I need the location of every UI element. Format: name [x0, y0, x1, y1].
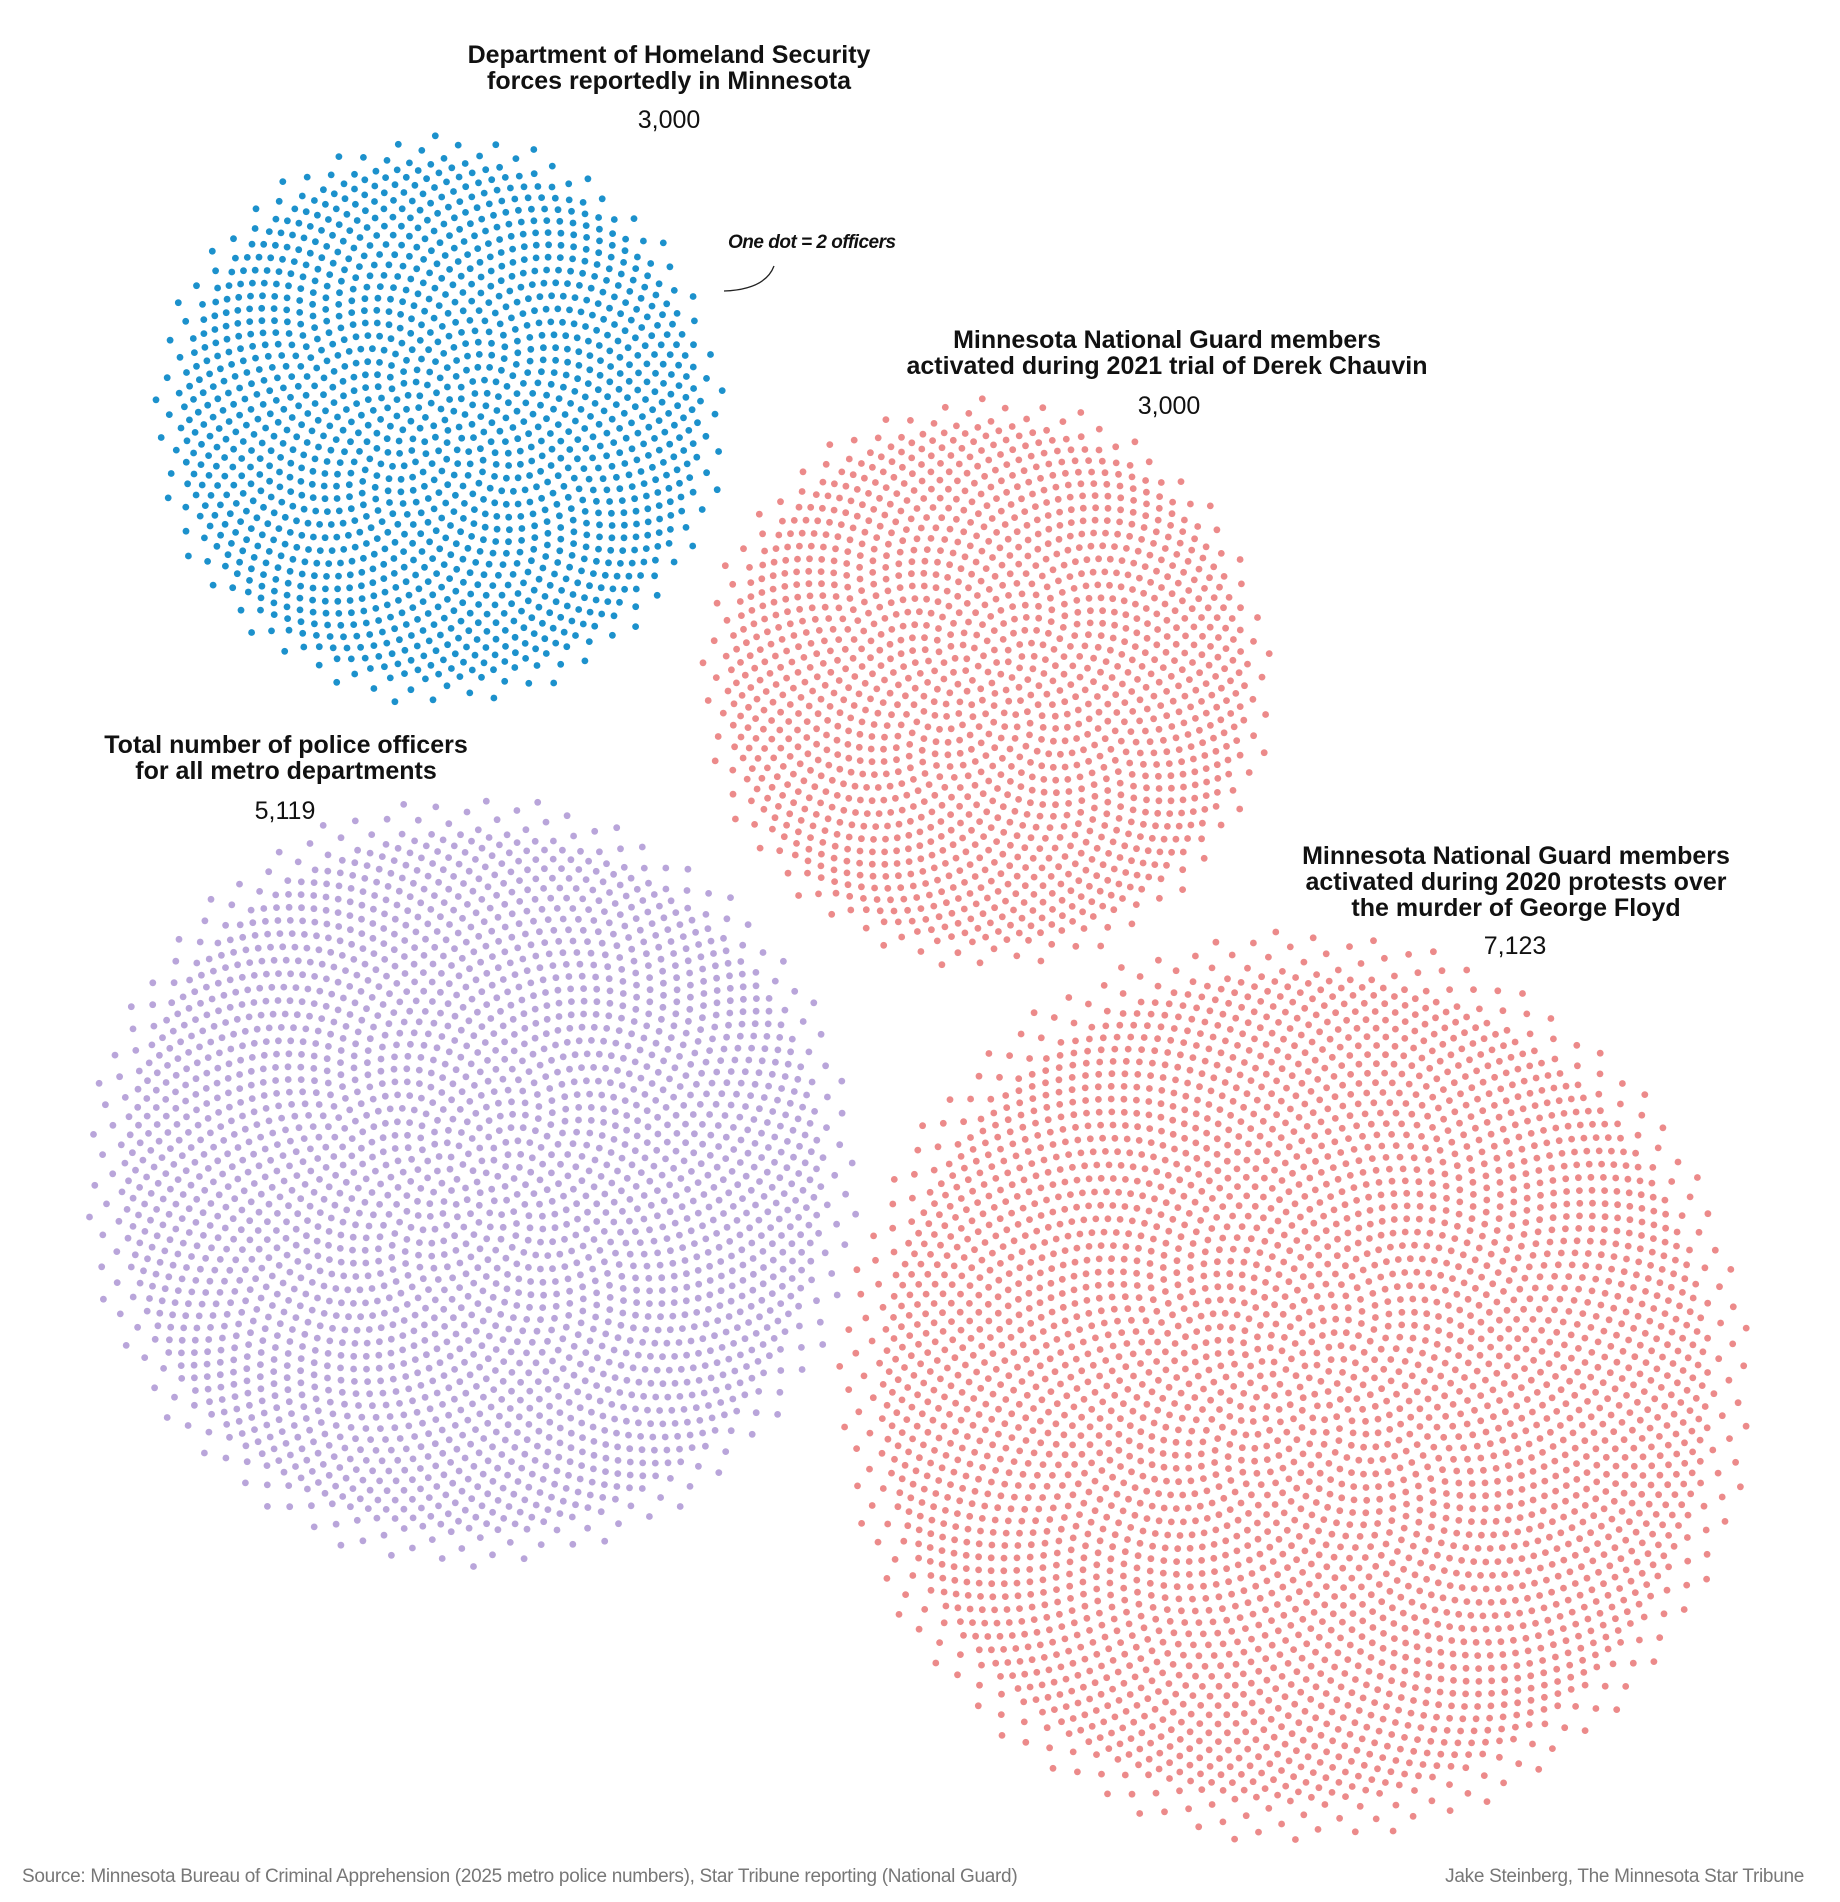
source-note: Source: Minnesota Bureau of Criminal App…: [22, 1866, 1018, 1887]
police-officers-dot-cluster: [86, 797, 859, 1570]
national-guard-2020-value: 7,123: [1483, 932, 1547, 960]
police-officers-title-line-1: Total number of police officers: [104, 731, 468, 759]
national-guard-2020-title-line-2: activated during 2020 protests over: [1305, 868, 1727, 896]
dhs-title-line-1: Department of Homeland Security: [467, 41, 871, 69]
police-officers-title-line-2: for all metro departments: [135, 757, 437, 785]
dhs-dot-cluster: [152, 132, 726, 706]
national-guard-2021-title: Minnesota National Guard members activat…: [907, 327, 1428, 379]
dhs-value: 3,000: [637, 106, 701, 134]
police-officers-title: Total number of police officers for all …: [104, 732, 467, 784]
national-guard-2020-title-line-3: the murder of George Floyd: [1351, 894, 1681, 922]
annotation-leader-line: [723, 265, 775, 292]
national-guard-2020-title-line-1: Minnesota National Guard members: [1302, 842, 1730, 870]
national-guard-2021-title-line-1: Minnesota National Guard members: [953, 326, 1381, 354]
national-guard-2021-title-line-2: activated during 2021 trial of Derek Cha…: [906, 352, 1428, 380]
police-officers-value: 5,119: [254, 797, 316, 825]
dhs-title-line-2: forces reportedly in Minnesota: [487, 67, 851, 95]
credit-line: Jake Steinberg, The Minnesota Star Tribu…: [1445, 1866, 1804, 1887]
national-guard-2020-dot-cluster: [836, 928, 1750, 1843]
national-guard-2021-dot-cluster: [699, 395, 1273, 969]
national-guard-2020-title: Minnesota National Guard members activat…: [1302, 843, 1730, 921]
dot-scale-annotation: One dot = 2 officers: [728, 232, 896, 253]
national-guard-2021-value: 3,000: [1137, 392, 1201, 420]
dhs-title: Department of Homeland Security forces r…: [468, 42, 871, 94]
